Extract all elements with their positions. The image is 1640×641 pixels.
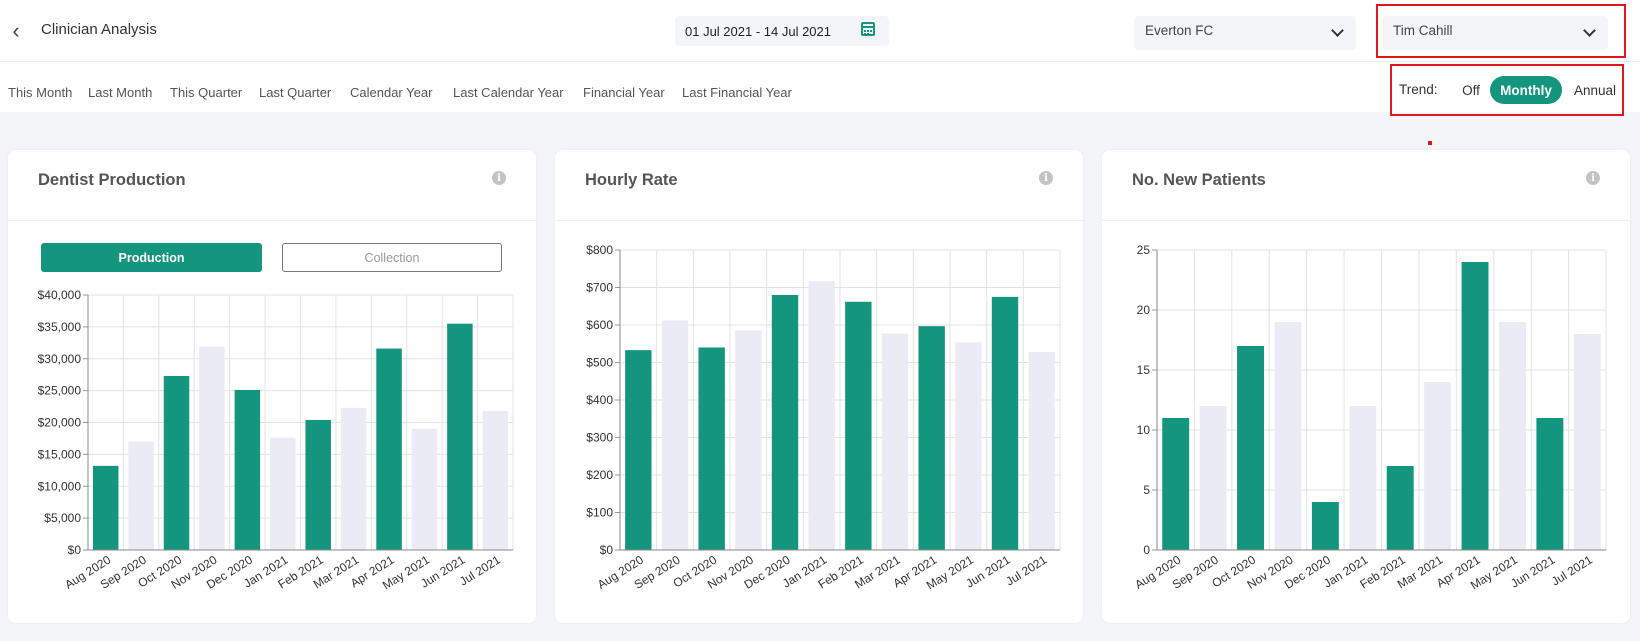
production-y-tick-label: $15,000: [38, 447, 82, 461]
card-title: Dentist Production: [38, 171, 186, 189]
info-icon[interactable]: i: [1039, 171, 1053, 185]
production-bar[interactable]: [163, 375, 190, 550]
period-this-quarter[interactable]: This Quarter: [170, 85, 243, 100]
hourly-rate-bar[interactable]: [991, 296, 1019, 550]
new-patients-y-tick-label: 0: [1143, 543, 1150, 557]
new-patients-bar[interactable]: [1162, 418, 1190, 550]
collection-toggle-button[interactable]: Collection: [282, 243, 502, 272]
card-title: No. New Patients: [1132, 171, 1266, 189]
period-filter-bar: This Month Last Month This Quarter Last …: [0, 62, 1640, 112]
page-title: Clinician Analysis: [41, 21, 157, 38]
hourly-rate-y-tick-label: $500: [586, 356, 613, 370]
new-patients-bar[interactable]: [1237, 346, 1265, 550]
calendar-icon[interactable]: [861, 22, 875, 36]
hourly-rate-y-tick-label: $0: [600, 543, 614, 557]
production-bar[interactable]: [376, 348, 402, 550]
trend-option-monthly[interactable]: Monthly: [1490, 76, 1562, 104]
new-patients-bar[interactable]: [1498, 322, 1526, 550]
info-icon[interactable]: i: [1586, 171, 1600, 185]
hourly-rate-y-tick-label: $200: [586, 468, 613, 482]
card-divider: [8, 220, 536, 221]
production-bar[interactable]: [340, 407, 367, 550]
production-bar[interactable]: [128, 441, 154, 550]
new-patients-y-tick-label: 20: [1137, 303, 1151, 317]
period-calendar-year[interactable]: Calendar Year: [350, 85, 433, 100]
new-patients-bar[interactable]: [1349, 406, 1377, 550]
production-y-tick-label: $25,000: [38, 384, 82, 398]
production-bar[interactable]: [482, 411, 509, 550]
production-y-tick-label: $35,000: [38, 320, 82, 334]
chevron-left-icon[interactable]: ‹: [12, 18, 20, 43]
hourly-rate-bar[interactable]: [918, 326, 945, 550]
new-patients-x-tick-label: Jul 2021: [1549, 553, 1595, 589]
production-y-tick-label: $5,000: [44, 511, 81, 525]
trend-label: Trend:: [1399, 82, 1438, 97]
period-this-month[interactable]: This Month: [8, 85, 73, 100]
trend-option-off[interactable]: Off: [1462, 82, 1480, 98]
hourly-rate-bar[interactable]: [771, 295, 799, 550]
hourly-rate-bar[interactable]: [735, 330, 762, 550]
new-patients-bar[interactable]: [1274, 322, 1302, 550]
new-patients-y-tick-label: 5: [1143, 483, 1150, 497]
production-y-tick-label: $10,000: [38, 479, 82, 493]
red-marker: [1428, 141, 1432, 145]
production-bar[interactable]: [270, 437, 296, 550]
trend-option-annual[interactable]: Annual: [1573, 82, 1617, 98]
hourly-rate-bar[interactable]: [698, 347, 725, 551]
hourly-rate-y-tick-label: $600: [586, 318, 613, 332]
hourly-rate-y-tick-label: $800: [586, 243, 613, 257]
top-header: ‹ Clinician Analysis 01 Jul 2021 - 14 Ju…: [0, 0, 1640, 62]
hourly-rate-bar[interactable]: [845, 301, 872, 550]
date-range-value: 01 Jul 2021 - 14 Jul 2021: [685, 23, 831, 39]
new-patients-bar[interactable]: [1386, 466, 1414, 550]
production-bar[interactable]: [199, 346, 225, 550]
new-patients-bar[interactable]: [1536, 418, 1564, 550]
card-divider: [555, 220, 1083, 221]
hourly-rate-bar[interactable]: [955, 342, 982, 550]
new-patients-bar[interactable]: [1573, 334, 1601, 550]
period-last-quarter[interactable]: Last Quarter: [259, 85, 332, 100]
production-bar[interactable]: [411, 428, 438, 550]
production-y-tick-label: $0: [68, 543, 82, 557]
hourly-rate-bar[interactable]: [661, 320, 689, 551]
period-last-calendar-year[interactable]: Last Calendar Year: [453, 85, 564, 100]
hourly-rate-y-tick-label: $700: [586, 281, 613, 295]
new-patients-y-tick-label: 25: [1137, 243, 1151, 257]
production-toggle-button[interactable]: Production: [41, 243, 262, 272]
clinic-select-value: Everton FC: [1145, 23, 1214, 38]
period-financial-year[interactable]: Financial Year: [583, 85, 665, 100]
hourly-rate-y-tick-label: $100: [586, 506, 613, 520]
hourly-rate-bar[interactable]: [808, 281, 835, 550]
new-patients-bar[interactable]: [1311, 502, 1339, 550]
hourly-rate-bar[interactable]: [625, 350, 652, 550]
production-bar[interactable]: [92, 465, 119, 550]
clinician-select[interactable]: Tim Cahill: [1382, 16, 1608, 50]
new-patients-bar[interactable]: [1461, 262, 1489, 550]
date-range-picker[interactable]: 01 Jul 2021 - 14 Jul 2021: [675, 16, 889, 46]
card-title: Hourly Rate: [585, 171, 678, 189]
hourly-rate-bar[interactable]: [881, 333, 909, 550]
info-icon[interactable]: i: [492, 171, 506, 185]
new-patients-y-tick-label: 10: [1137, 423, 1151, 437]
period-last-financial-year[interactable]: Last Financial Year: [682, 85, 792, 100]
production-bar[interactable]: [447, 323, 473, 550]
production-y-tick-label: $30,000: [38, 352, 82, 366]
clinic-select[interactable]: Everton FC: [1134, 16, 1356, 50]
card-divider: [1102, 220, 1630, 221]
hourly-rate-bar[interactable]: [1028, 352, 1055, 550]
production-y-tick-label: $40,000: [38, 288, 82, 302]
new-patients-bar[interactable]: [1199, 406, 1227, 550]
clinician-select-value: Tim Cahill: [1393, 23, 1453, 38]
period-last-month[interactable]: Last Month: [88, 85, 153, 100]
production-bar[interactable]: [305, 419, 331, 550]
production-bar[interactable]: [234, 389, 261, 550]
new-patients-y-tick-label: 15: [1137, 363, 1151, 377]
new-patients-bar[interactable]: [1424, 382, 1452, 550]
production-y-tick-label: $20,000: [38, 416, 82, 430]
hourly-rate-y-tick-label: $300: [586, 431, 613, 445]
hourly-rate-y-tick-label: $400: [586, 393, 613, 407]
